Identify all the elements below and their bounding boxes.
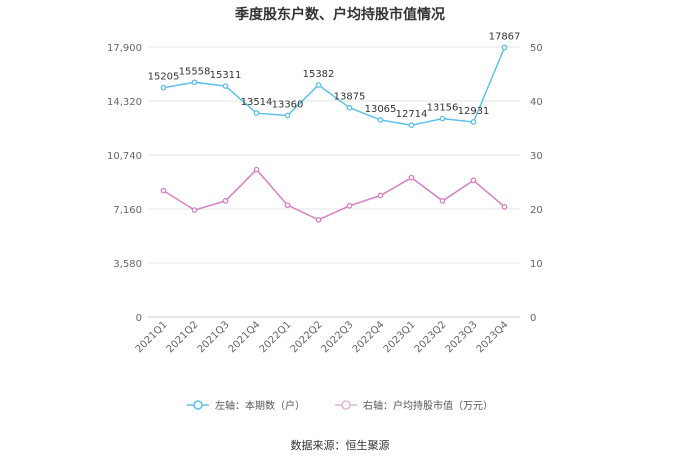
series-point-0 <box>470 119 477 125</box>
series-point-0 <box>160 84 167 91</box>
series-point-0 <box>284 112 291 119</box>
left-tick-label: 3,580 <box>113 259 142 270</box>
series-point-1 <box>346 202 353 209</box>
series-point-0 <box>191 79 198 86</box>
data-label: 13875 <box>334 92 366 103</box>
legend-left-swatch-icon <box>187 399 209 410</box>
x-tick-label: 2022Q4 <box>351 319 387 355</box>
series-point-0 <box>377 117 384 123</box>
legend: 左轴：本期数（户） 右轴：户均持股市值（万元） <box>0 397 680 412</box>
series-point-0 <box>253 110 260 117</box>
left-tick-label: 7,160 <box>113 205 142 216</box>
right-tick-label: 40 <box>530 97 543 108</box>
series-point-0 <box>408 122 415 129</box>
series-point-1 <box>470 177 477 184</box>
data-label: 15382 <box>303 69 335 80</box>
legend-left-label: 左轴：本期数（户） <box>215 401 305 412</box>
x-tick-label: 2021Q3 <box>196 319 232 355</box>
chart-title: 季度股东户数、户均持股市值情况 <box>235 7 445 23</box>
data-label: 17867 <box>489 31 521 42</box>
series-point-0 <box>315 82 322 88</box>
data-label: 13514 <box>241 97 273 108</box>
right-tick-label: 0 <box>530 313 536 324</box>
x-tick-label: 2021Q1 <box>134 319 170 355</box>
left-tick-label: 10,740 <box>107 151 142 162</box>
series-line-0 <box>163 47 506 126</box>
x-tick-label: 2021Q4 <box>227 319 263 355</box>
data-label: 13065 <box>365 104 397 115</box>
series-point-0 <box>346 104 353 111</box>
x-tick-label: 2022Q3 <box>320 319 356 355</box>
legend-right-label: 右轴：户均持股市值（万元） <box>363 401 493 412</box>
right-tick-label: 20 <box>530 205 543 216</box>
series-point-0 <box>222 83 229 89</box>
series-point-1 <box>253 166 260 173</box>
data-label: 15311 <box>210 70 242 81</box>
data-label: 13360 <box>272 99 304 110</box>
series-point-1 <box>439 198 446 204</box>
data-label: 12931 <box>458 106 490 117</box>
data-label: 13156 <box>427 103 459 114</box>
series-point-1 <box>315 216 322 223</box>
series-point-1 <box>408 174 415 181</box>
x-tick-label: 2023Q4 <box>475 319 511 355</box>
series-point-1 <box>191 207 198 213</box>
series-line-1 <box>163 168 505 221</box>
series-point-1 <box>284 202 291 209</box>
data-label: 15205 <box>148 72 180 83</box>
x-tick-label: 2023Q1 <box>382 319 418 355</box>
x-tick-label: 2022Q2 <box>289 319 325 355</box>
series-point-1 <box>222 198 229 204</box>
series-point-0 <box>439 115 446 122</box>
right-tick-label: 30 <box>530 151 543 162</box>
series-point-1 <box>501 203 508 210</box>
series-point-1 <box>160 187 167 194</box>
left-tick-label: 17,900 <box>107 43 142 54</box>
x-tick-label: 2021Q2 <box>165 319 201 355</box>
legend-item-left[interactable]: 左轴：本期数（户） <box>187 397 305 412</box>
x-tick-label: 2023Q3 <box>444 319 480 355</box>
data-label: 15558 <box>179 66 211 77</box>
left-tick-label: 0 <box>136 313 142 324</box>
x-tick-label: 2022Q1 <box>258 319 294 355</box>
source-note: 数据来源：恒生聚源 <box>290 439 390 452</box>
legend-item-right[interactable]: 右轴：户均持股市值（万元） <box>335 397 493 412</box>
x-tick-label: 2023Q2 <box>413 319 449 355</box>
right-tick-label: 50 <box>530 43 543 54</box>
right-tick-label: 10 <box>530 259 543 270</box>
legend-right-swatch-icon <box>335 399 357 410</box>
left-tick-label: 14,320 <box>107 97 142 108</box>
series-point-0 <box>501 44 508 51</box>
series-point-1 <box>377 192 384 199</box>
data-label: 12714 <box>396 109 428 120</box>
